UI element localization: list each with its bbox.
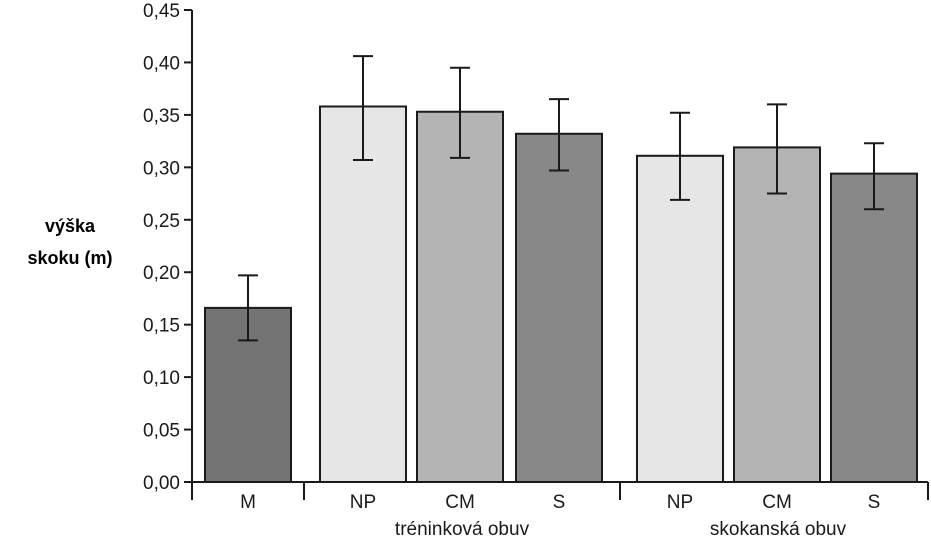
y-axis-label-line-1: výška (45, 216, 96, 236)
y-tick-label: 0,45 (143, 1, 180, 22)
y-tick-label: 0,05 (143, 421, 180, 442)
y-tick-label: 0,20 (143, 263, 180, 284)
y-axis-label: výška skoku (m) (27, 216, 112, 268)
y-tick-label: 0,40 (143, 53, 180, 74)
error-bars (238, 55, 884, 342)
group-label: tréninková obuv (395, 519, 530, 539)
category-label: NP (350, 492, 376, 513)
y-tick-label: 0,30 (143, 158, 180, 179)
category-label: CM (445, 492, 475, 513)
y-tick-label: 0,10 (143, 368, 180, 389)
category-label: S (553, 492, 566, 513)
group-label: skokanská obuv (710, 519, 847, 539)
category-label: CM (762, 492, 792, 513)
y-tick-label: 0,00 (143, 473, 180, 494)
bar-np (319, 105, 407, 484)
axes: 0,00 0,05 0,10 0,15 0,20 0,25 0,30 0,35 0,40 0,45 (143, 1, 929, 500)
category-label: NP (667, 492, 693, 513)
y-axis-label-line-2: skoku (m) (27, 248, 112, 268)
bar-s (515, 132, 603, 483)
bar-cm (416, 110, 504, 484)
bar-np (636, 154, 724, 483)
y-tick-label: 0,15 (143, 316, 180, 337)
category-label: S (868, 492, 881, 513)
bars (204, 105, 918, 484)
bar-s (830, 172, 918, 483)
y-tick-label: 0,25 (143, 211, 180, 232)
y-tick-label: 0,35 (143, 106, 180, 127)
category-label: M (240, 492, 256, 513)
bar-cm (733, 146, 821, 483)
